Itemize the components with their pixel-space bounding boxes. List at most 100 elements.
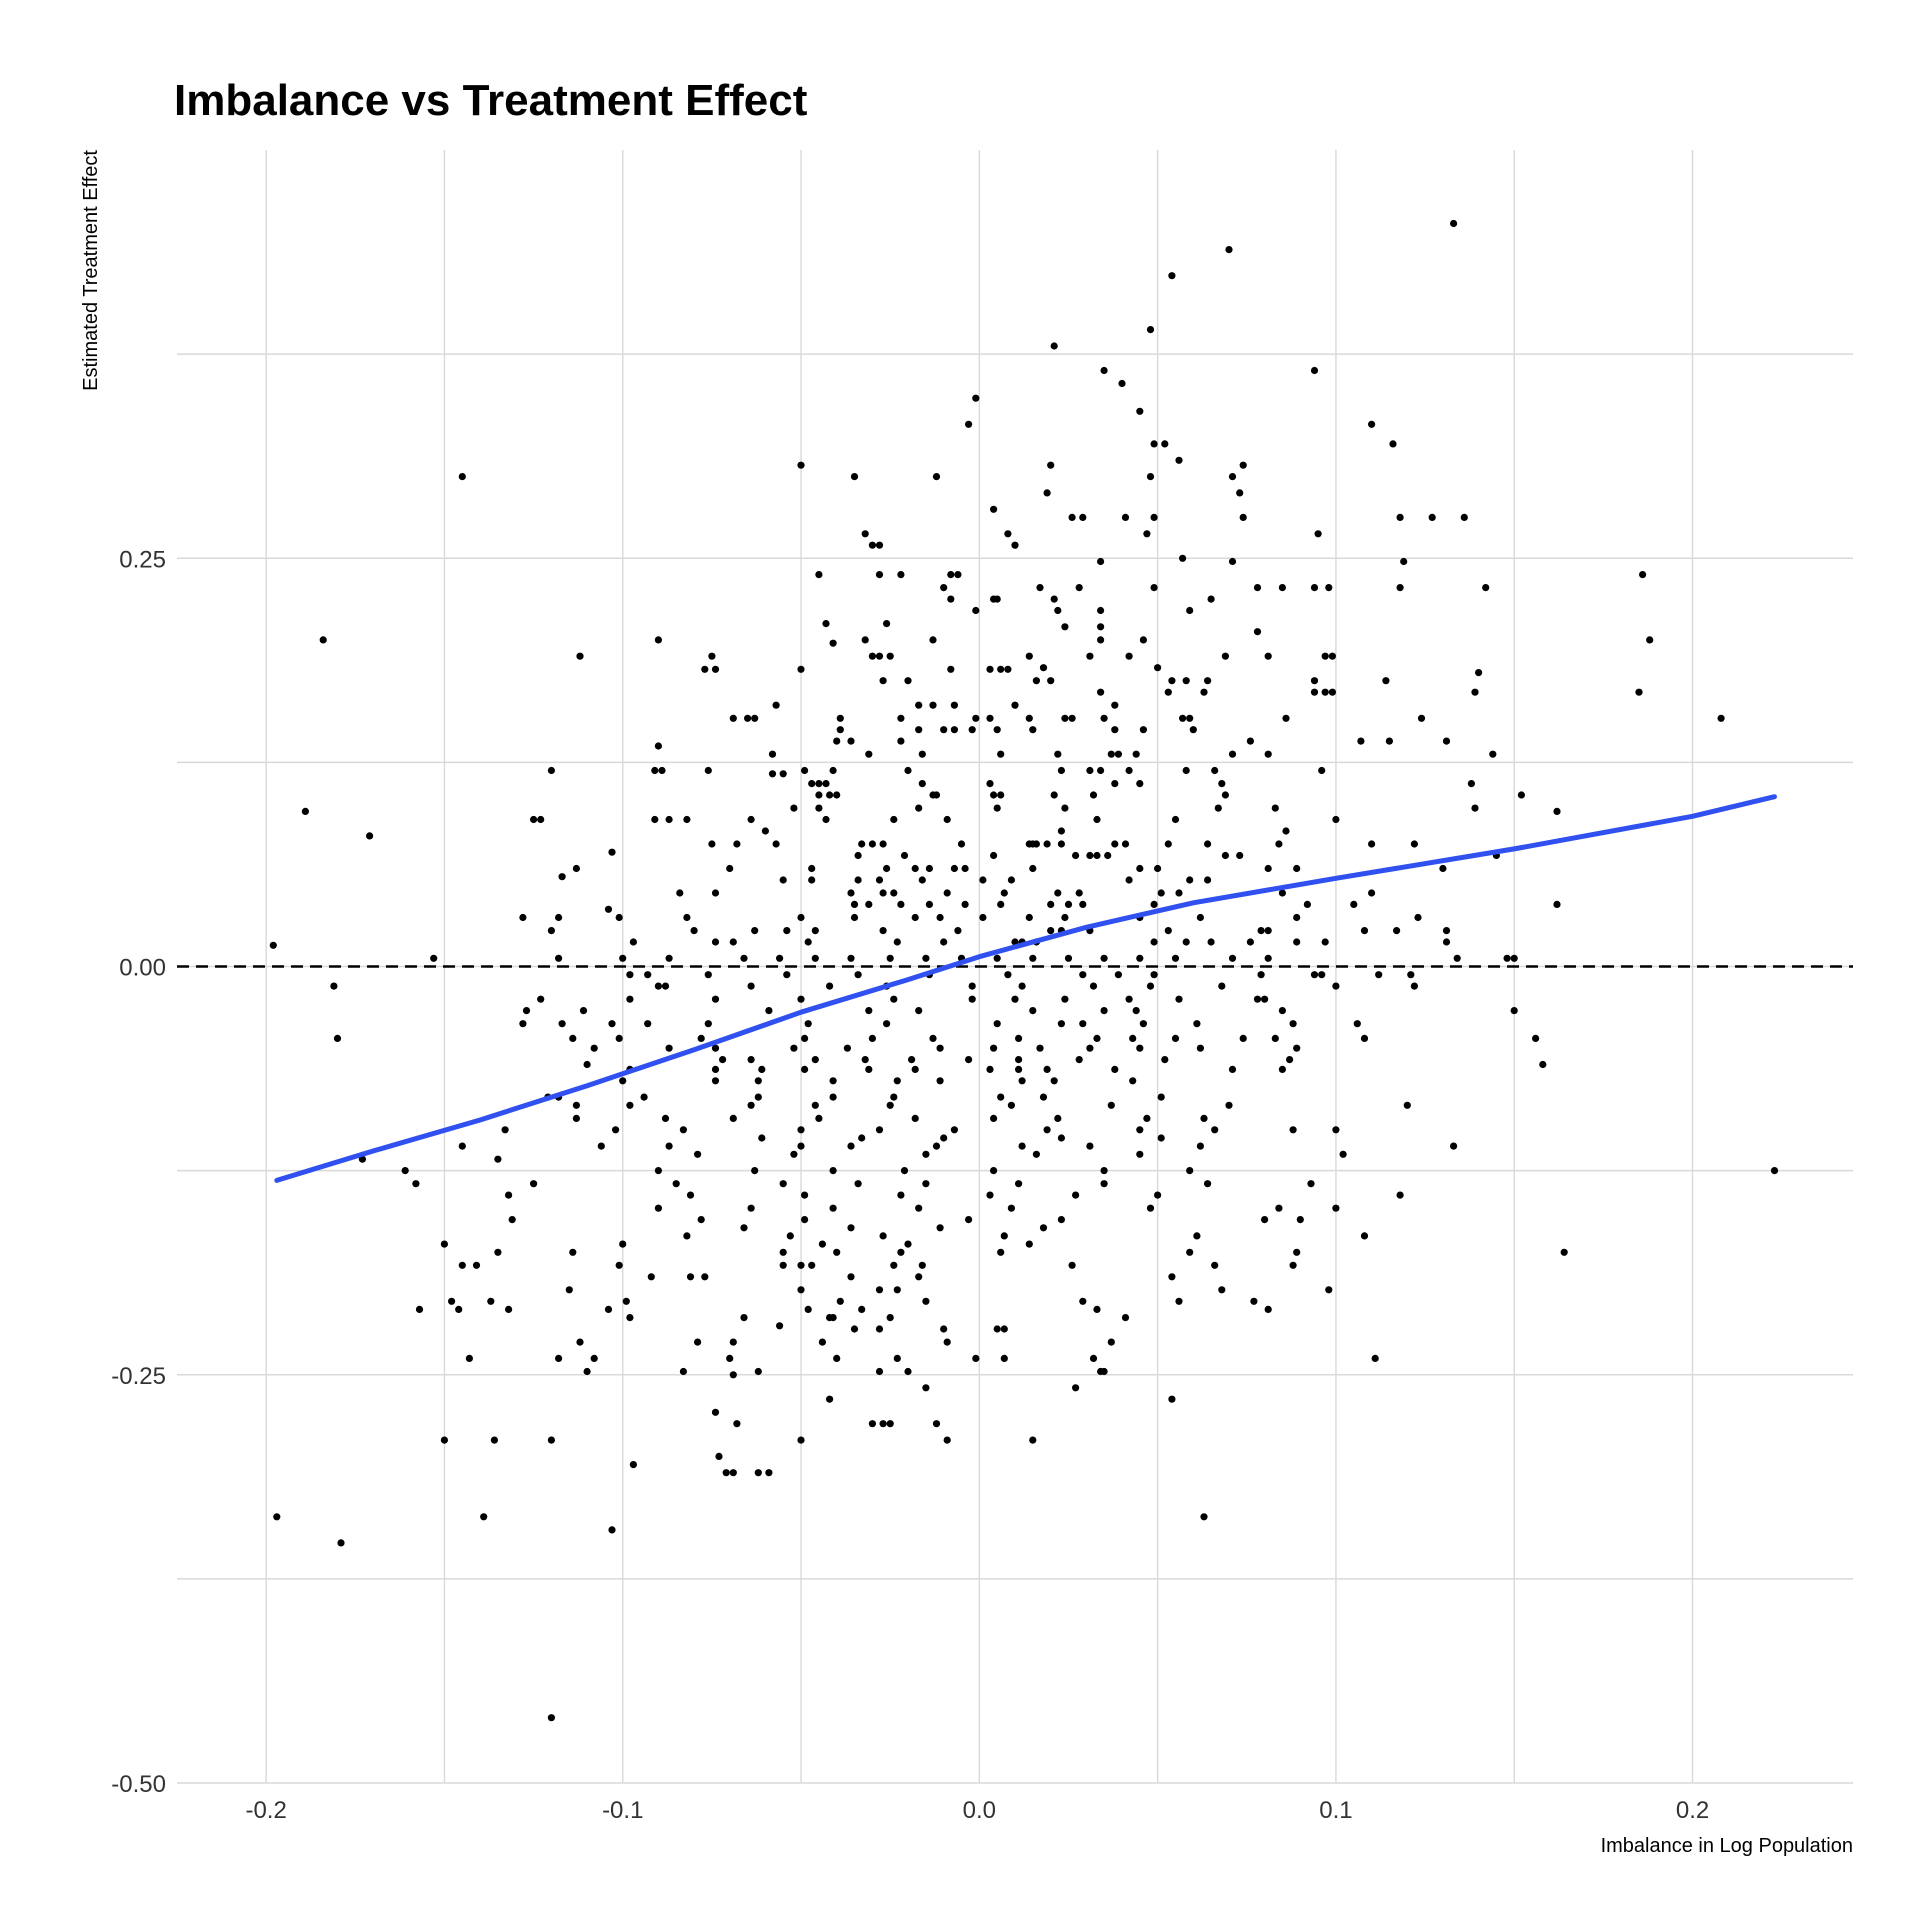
data-point <box>1057 840 1065 848</box>
data-point <box>915 726 923 734</box>
data-point <box>1032 677 1040 685</box>
y-tick-label: 0.00 <box>119 955 166 982</box>
data-point <box>1225 246 1233 254</box>
data-point <box>1072 1191 1080 1199</box>
data-point <box>918 750 926 758</box>
data-point <box>1072 1384 1080 1392</box>
data-point <box>555 954 563 962</box>
data-point <box>915 701 923 709</box>
data-point <box>754 1077 762 1085</box>
data-point <box>729 1338 737 1346</box>
data-point <box>915 1007 923 1015</box>
data-point <box>694 1338 702 1346</box>
data-point <box>711 1077 720 1085</box>
data-point <box>612 1126 620 1134</box>
data-point <box>711 1044 720 1052</box>
data-point <box>797 1126 805 1134</box>
data-point <box>547 1714 556 1722</box>
data-point <box>922 954 930 962</box>
data-point <box>1039 1224 1048 1232</box>
data-point <box>1036 1044 1044 1052</box>
data-point <box>430 954 438 962</box>
data-point <box>1032 1150 1040 1158</box>
data-point <box>758 1065 766 1073</box>
data-point <box>911 1065 919 1073</box>
data-point <box>1428 513 1436 522</box>
data-point <box>890 1261 898 1269</box>
data-point <box>932 791 941 799</box>
data-point <box>993 595 1001 603</box>
data-point <box>847 737 855 745</box>
data-point <box>1204 840 1212 848</box>
x-axis-ticks: -0.2 -0.1 0.0 0.1 0.2 <box>245 1797 1709 1824</box>
data-point <box>494 1155 502 1163</box>
data-point <box>1064 900 1073 909</box>
data-point <box>608 1526 616 1534</box>
data-point <box>1196 1044 1204 1052</box>
data-point <box>672 1180 680 1188</box>
data-point <box>1200 688 1208 696</box>
data-point <box>708 840 716 848</box>
data-point <box>608 848 616 856</box>
data-point <box>1061 714 1069 722</box>
data-point <box>990 505 998 513</box>
data-point <box>1000 1354 1008 1362</box>
data-point <box>740 1314 748 1322</box>
data-point <box>904 1240 912 1248</box>
data-point <box>936 1044 944 1052</box>
data-point <box>1193 1232 1201 1240</box>
data-point <box>679 1126 688 1134</box>
data-point <box>726 1354 734 1362</box>
data-point <box>1321 938 1329 946</box>
data-point <box>726 864 734 873</box>
data-point <box>1061 995 1069 1003</box>
data-point <box>740 1224 748 1232</box>
data-point <box>1257 927 1265 935</box>
data-point <box>836 726 844 734</box>
data-point <box>940 1325 948 1333</box>
data-point <box>711 938 720 946</box>
data-point <box>1036 584 1044 592</box>
data-point <box>1182 938 1190 946</box>
data-point <box>968 995 976 1003</box>
data-point <box>1175 889 1183 897</box>
data-point <box>1000 889 1008 897</box>
data-point <box>1236 851 1244 860</box>
data-point <box>1029 726 1037 734</box>
data-point <box>815 1114 823 1122</box>
data-point <box>761 827 770 835</box>
data-point <box>1079 1297 1087 1305</box>
data-point <box>1289 1261 1297 1269</box>
data-point <box>747 982 755 990</box>
data-point <box>1000 1325 1008 1333</box>
data-point <box>480 1513 488 1521</box>
data-point <box>943 815 951 824</box>
data-point <box>661 1114 670 1122</box>
data-point <box>1025 714 1033 722</box>
data-point <box>1332 1126 1340 1134</box>
data-point <box>1097 688 1105 696</box>
data-point <box>1182 766 1190 775</box>
data-point <box>879 889 887 897</box>
data-point <box>1025 652 1033 660</box>
data-point <box>1111 1065 1119 1073</box>
data-point <box>1057 1216 1065 1224</box>
data-point <box>1532 1034 1540 1042</box>
data-point <box>465 1354 473 1362</box>
data-point <box>861 636 869 644</box>
data-point <box>1282 827 1290 835</box>
data-point <box>1293 1044 1301 1052</box>
data-point <box>1047 927 1055 935</box>
data-point <box>1054 889 1062 897</box>
data-point <box>558 873 566 881</box>
data-point <box>754 1367 762 1376</box>
data-point <box>686 1191 695 1199</box>
data-point <box>875 652 884 660</box>
data-point <box>868 541 877 549</box>
data-point <box>1332 982 1340 990</box>
data-point <box>993 1020 1001 1028</box>
smooth-trend-line <box>274 794 1777 1183</box>
data-point <box>997 1093 1005 1101</box>
data-point <box>590 1354 598 1362</box>
data-point <box>1460 513 1468 522</box>
